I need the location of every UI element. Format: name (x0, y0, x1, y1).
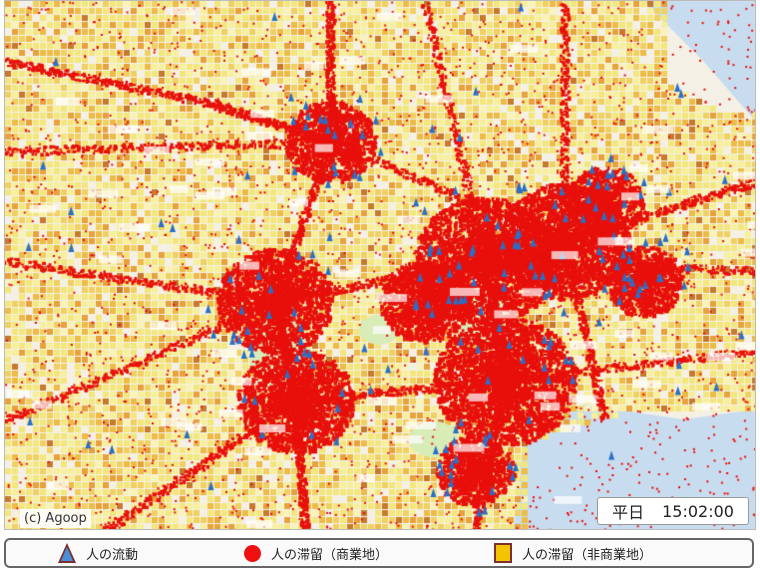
legend-item-commercial: 人の滞留（商業地） (244, 544, 388, 563)
legend-item-flow: 人の流動 (58, 543, 138, 563)
population-flow-map[interactable] (4, 0, 756, 530)
copyright-label: (c) Agoop (20, 509, 91, 528)
time-label: 15:02:00 (662, 501, 734, 521)
yellow-square-icon (494, 543, 512, 563)
legend-item-noncommercial: 人の滞留（非商業地） (494, 543, 652, 563)
legend-label: 人の滞留（商業地） (271, 547, 389, 563)
legend-label: 人の流動 (86, 547, 139, 563)
time-display: 平日 15:02:00 (597, 497, 749, 525)
red-circle-icon (244, 544, 261, 562)
legend-label: 人の滞留（非商業地） (522, 547, 653, 563)
blue-triangle-icon (58, 543, 76, 563)
map-legend: 人の流動 人の滞留（商業地） 人の滞留（非商業地） (4, 538, 754, 568)
day-type-label: 平日 (612, 503, 645, 522)
